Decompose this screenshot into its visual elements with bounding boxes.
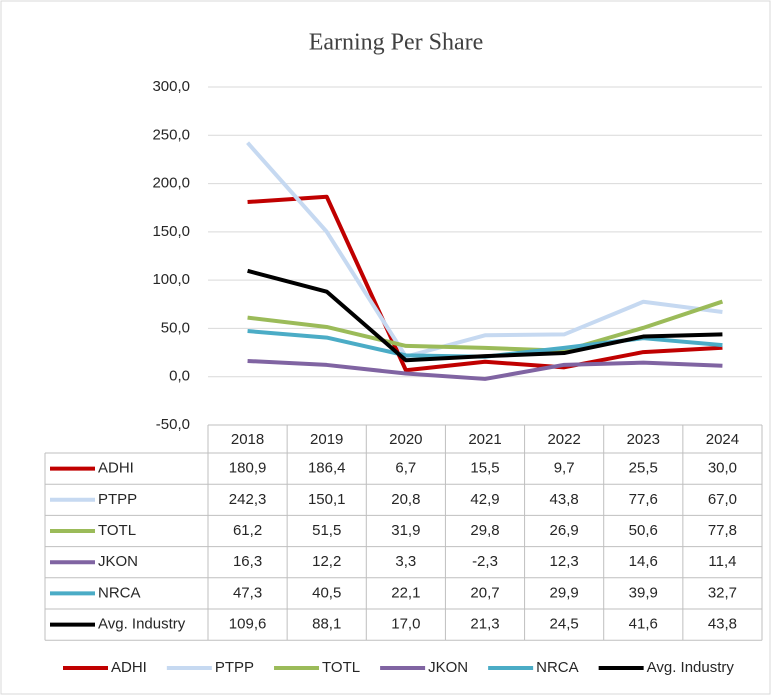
table-cell: 77,8 bbox=[708, 522, 737, 539]
table-cell: 3,3 bbox=[395, 553, 416, 570]
x-tick-label: 2021 bbox=[468, 431, 501, 448]
table-cell: 29,8 bbox=[470, 522, 499, 539]
x-tick-label: 2018 bbox=[231, 431, 264, 448]
table-cell: 67,0 bbox=[708, 491, 737, 508]
table-cell: 61,2 bbox=[233, 522, 262, 539]
table-cell: 12,3 bbox=[550, 553, 579, 570]
table-cell: 50,6 bbox=[629, 522, 658, 539]
table-cell: 11,4 bbox=[708, 553, 736, 570]
table-cell: 20,7 bbox=[470, 584, 499, 601]
legend-label: JKON bbox=[428, 659, 468, 676]
table-cell: 24,5 bbox=[550, 616, 579, 633]
table-cell: 47,3 bbox=[233, 584, 262, 601]
legend-label: PTPP bbox=[215, 659, 254, 676]
table-series-name: Avg. Industry bbox=[98, 616, 186, 633]
table-cell: 12,2 bbox=[312, 553, 341, 570]
table-cell: 30,0 bbox=[708, 460, 737, 477]
table-cell: 41,6 bbox=[629, 616, 658, 633]
table-cell: 25,5 bbox=[629, 460, 658, 477]
y-tick-label: 300,0 bbox=[152, 78, 190, 95]
table-cell: 14,6 bbox=[629, 553, 658, 570]
series-line bbox=[247, 268, 723, 363]
table-cell: 29,9 bbox=[550, 584, 579, 601]
table-series-name: ADHI bbox=[98, 460, 134, 477]
x-tick-label: 2024 bbox=[706, 431, 739, 448]
chart-title: Earning Per Share bbox=[309, 30, 484, 56]
table-cell: 21,3 bbox=[470, 616, 499, 633]
table-cell: 42,9 bbox=[470, 491, 499, 508]
table-cell: 88,1 bbox=[312, 616, 341, 633]
y-tick-label: 100,0 bbox=[152, 271, 190, 288]
table-cell: 32,7 bbox=[708, 584, 737, 601]
legend-label: Avg. Industry bbox=[647, 659, 735, 676]
table-series-name: TOTL bbox=[98, 522, 136, 539]
table-cell: 6,7 bbox=[395, 460, 416, 477]
table-cell: 43,8 bbox=[550, 491, 579, 508]
table-cell: 40,5 bbox=[312, 584, 341, 601]
series-line bbox=[247, 358, 723, 381]
table-cell: 43,8 bbox=[708, 616, 737, 633]
series-line bbox=[247, 299, 724, 353]
table-cell: 26,9 bbox=[550, 522, 579, 539]
y-tick-label: 250,0 bbox=[152, 126, 190, 143]
x-tick-label: 2022 bbox=[547, 431, 580, 448]
table-cell: 51,5 bbox=[312, 522, 341, 539]
table-cell: 186,4 bbox=[308, 460, 346, 477]
x-tick-label: 2023 bbox=[627, 431, 660, 448]
legend-label: ADHI bbox=[111, 659, 147, 676]
x-tick-label: 2020 bbox=[389, 431, 422, 448]
legend-label: TOTL bbox=[322, 659, 360, 676]
table-cell: 39,9 bbox=[629, 584, 658, 601]
y-tick-label: -50,0 bbox=[156, 416, 190, 433]
table-cell: 150,1 bbox=[308, 491, 346, 508]
y-tick-label: 150,0 bbox=[152, 223, 190, 240]
table-cell: 20,8 bbox=[391, 491, 420, 508]
table-series-name: PTPP bbox=[98, 491, 137, 508]
y-tick-label: 50,0 bbox=[161, 319, 190, 336]
table-cell: 15,5 bbox=[470, 460, 499, 477]
table-cell: 22,1 bbox=[391, 584, 420, 601]
table-cell: 242,3 bbox=[229, 491, 267, 508]
table-cell: 17,0 bbox=[391, 616, 420, 633]
x-tick-label: 2019 bbox=[310, 431, 343, 448]
table-cell: 16,3 bbox=[233, 553, 262, 570]
table-series-name: NRCA bbox=[98, 584, 141, 601]
series-line bbox=[247, 194, 723, 373]
y-tick-label: 0,0 bbox=[169, 368, 190, 385]
series-line bbox=[246, 141, 723, 359]
table-cell: 180,9 bbox=[229, 460, 267, 477]
legend-label: NRCA bbox=[536, 659, 579, 676]
table-cell: 9,7 bbox=[554, 460, 575, 477]
table-cell: 77,6 bbox=[629, 491, 658, 508]
y-tick-label: 200,0 bbox=[152, 175, 190, 192]
table-cell: 109,6 bbox=[229, 616, 267, 633]
table-series-name: JKON bbox=[98, 553, 138, 570]
table-cell: -2,3 bbox=[472, 553, 498, 570]
table-cell: 31,9 bbox=[391, 522, 420, 539]
